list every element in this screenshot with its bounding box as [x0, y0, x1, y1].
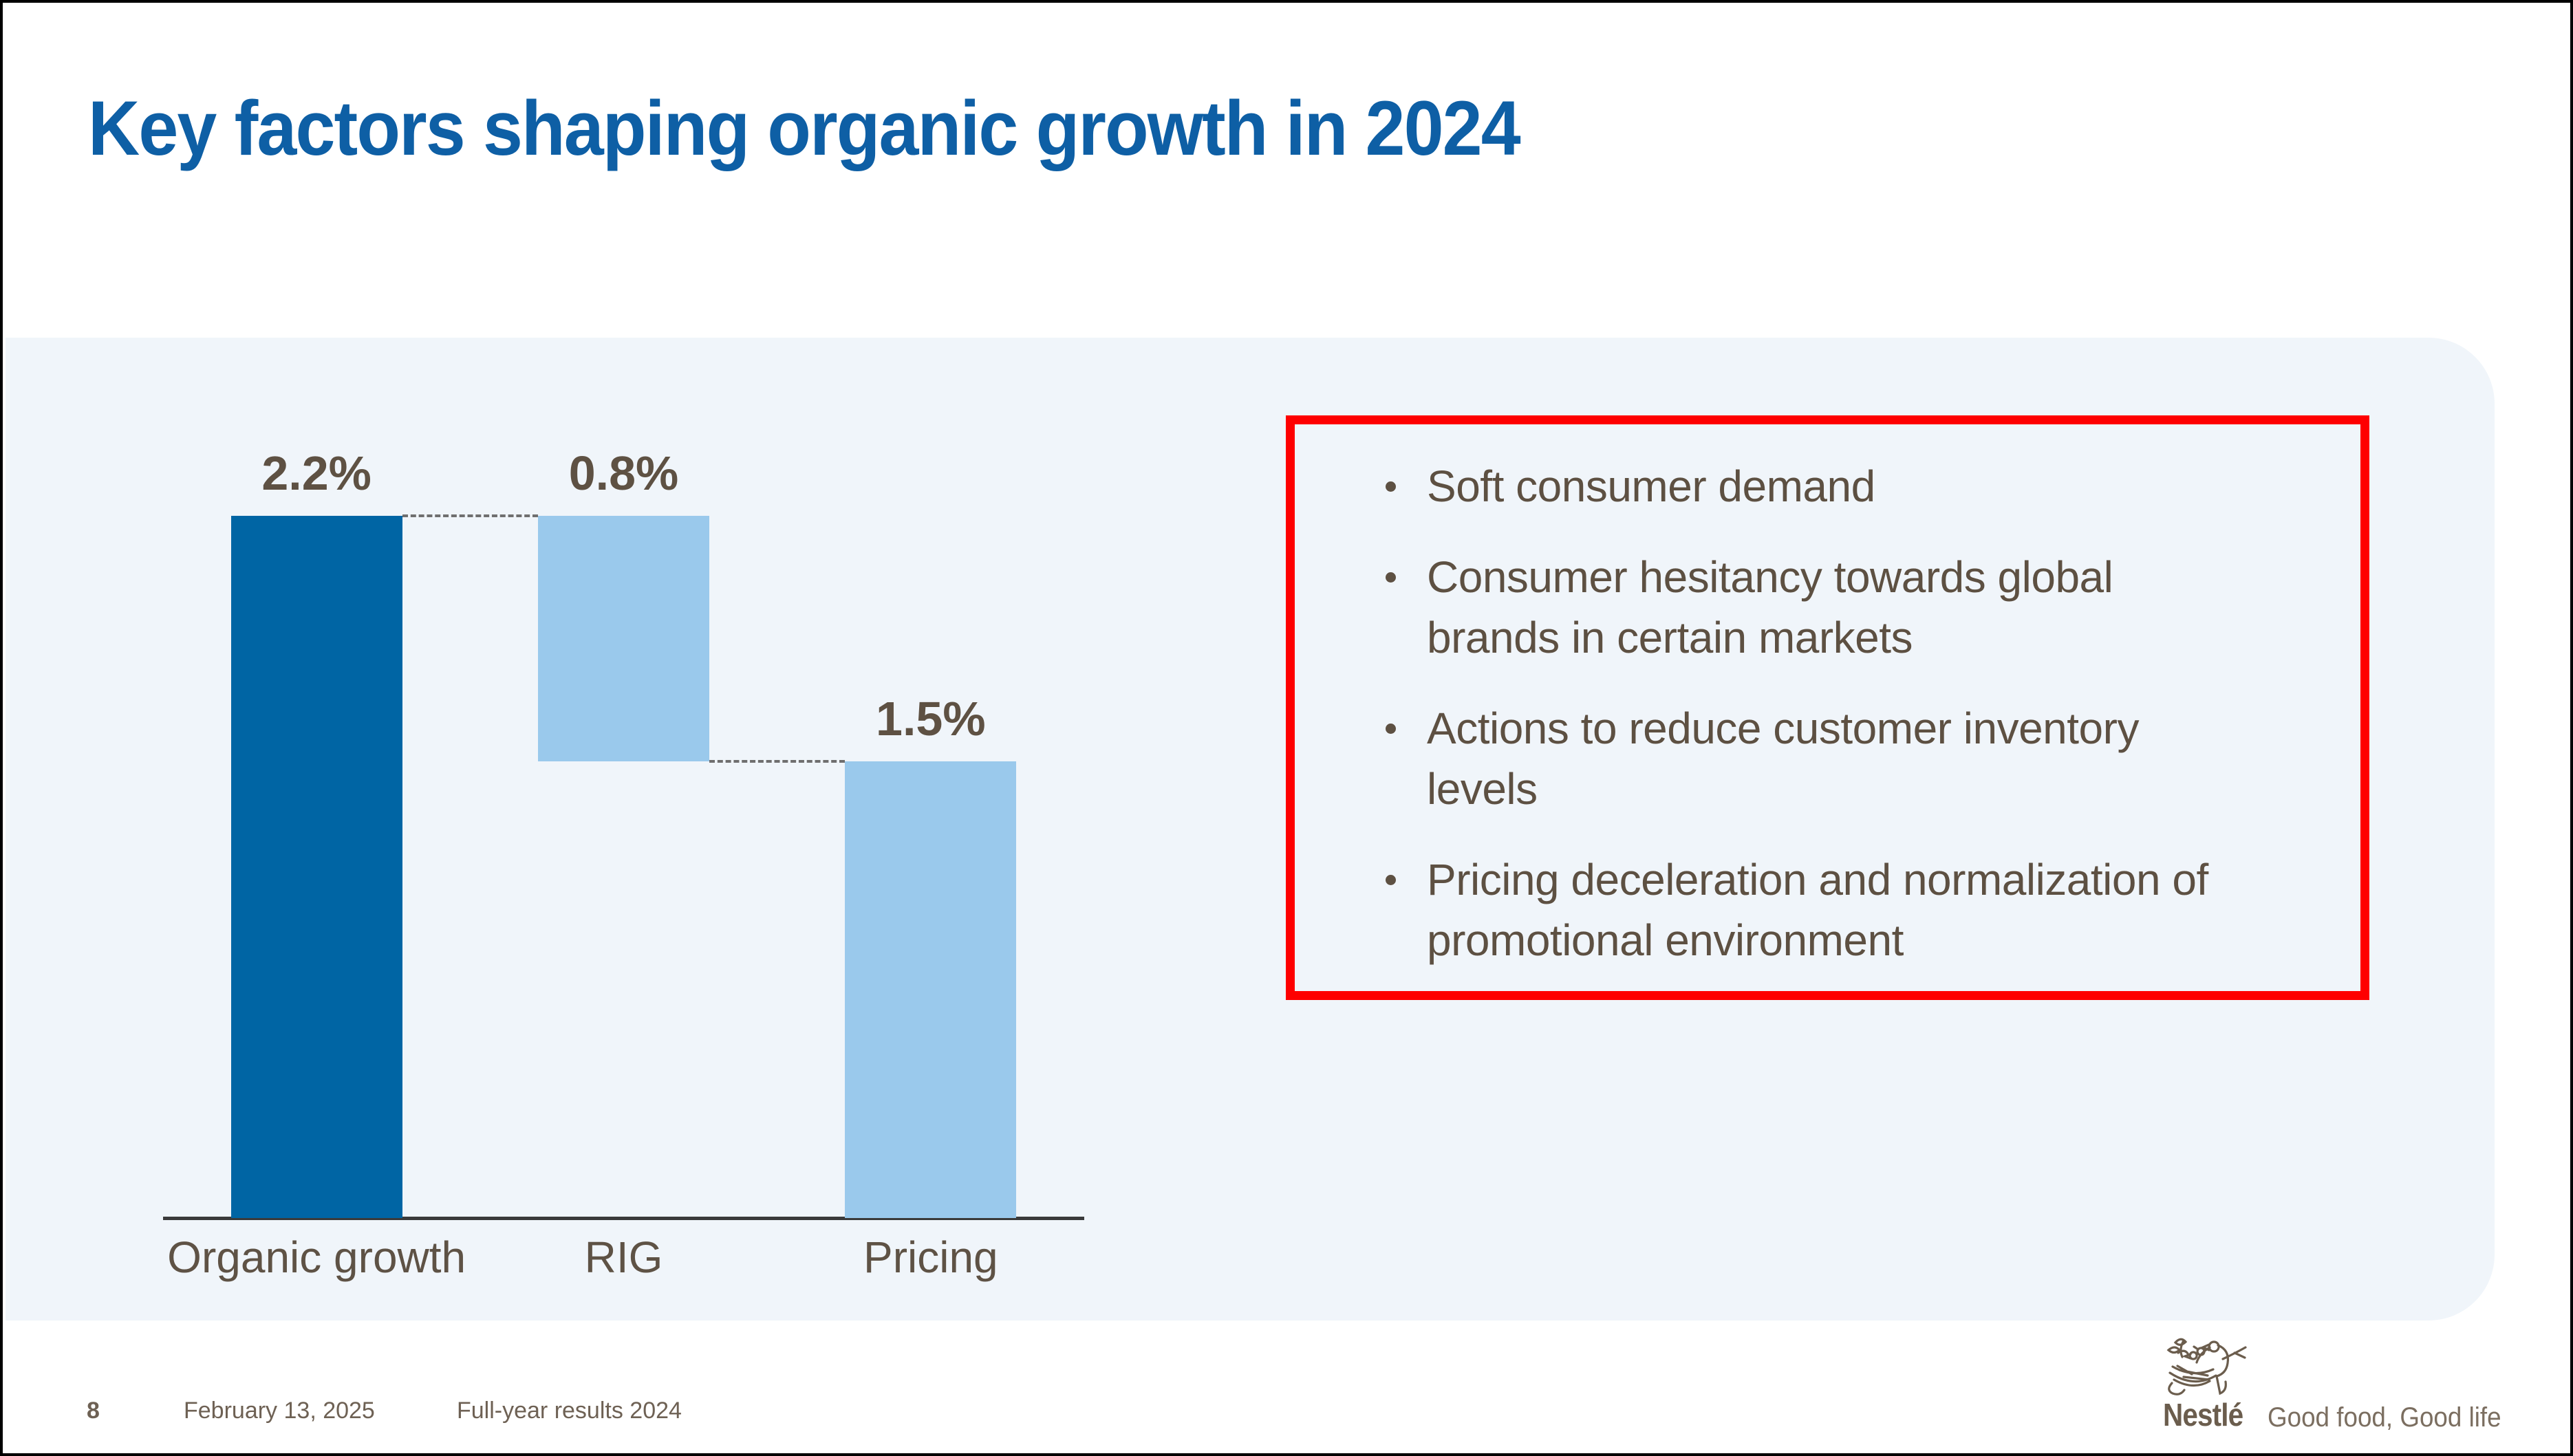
x-axis-line: [163, 1217, 1084, 1220]
organic-growth-waterfall-chart: 2.2% Organic growth 0.8% RIG 1.5% Pricing: [163, 415, 1084, 1282]
waterfall-connector-line: [709, 760, 846, 763]
bullet-text: Soft consumer demand: [1427, 461, 1875, 511]
bullet-dot-icon: [1386, 724, 1396, 734]
bullet-text: Consumer hesitancy towards global brands…: [1427, 552, 2113, 662]
footer-date: February 13, 2025: [184, 1398, 375, 1424]
category-label-pricing: Pricing: [863, 1232, 998, 1282]
bar-pricing: [845, 761, 1017, 1218]
content-panel: [6, 338, 2495, 1321]
bullet-dot-icon: [1386, 875, 1396, 885]
category-label-organic-growth: Organic growth: [167, 1232, 466, 1282]
bar-rig: [538, 516, 709, 762]
waterfall-connector-line: [402, 514, 538, 518]
nestle-wordmark: Nestlé: [2163, 1397, 2243, 1433]
list-item: Actions to reduce customer inventory lev…: [1381, 698, 2319, 819]
slide-title: Key factors shaping organic growth in 20…: [88, 85, 1521, 171]
nestle-birds-nest-icon: [2166, 1338, 2247, 1395]
bullet-text: Pricing deceleration and normalization o…: [1427, 855, 2208, 965]
category-label-rig: RIG: [584, 1232, 663, 1282]
list-item: Consumer hesitancy towards global brands…: [1381, 547, 2319, 668]
list-item: Pricing deceleration and normalization o…: [1381, 849, 2319, 970]
bar-value-label: 2.2%: [261, 446, 372, 501]
bar-organic-growth: [230, 516, 402, 1218]
footer-deck-title: Full-year results 2024: [457, 1398, 682, 1424]
callout-bullet-list: Soft consumer demand Consumer hesitancy …: [1295, 424, 2360, 970]
brand-tagline: Good food, Good life: [2268, 1402, 2501, 1433]
page-number: 8: [87, 1398, 100, 1424]
bullet-text: Actions to reduce customer inventory lev…: [1427, 704, 2139, 814]
list-item: Soft consumer demand: [1381, 456, 2319, 517]
bar-value-label: 0.8%: [568, 446, 679, 501]
bar-value-label: 1.5%: [876, 692, 986, 746]
key-factors-callout-box: Soft consumer demand Consumer hesitancy …: [1286, 415, 2369, 1000]
bullet-dot-icon: [1386, 481, 1396, 492]
bullet-dot-icon: [1386, 572, 1396, 583]
